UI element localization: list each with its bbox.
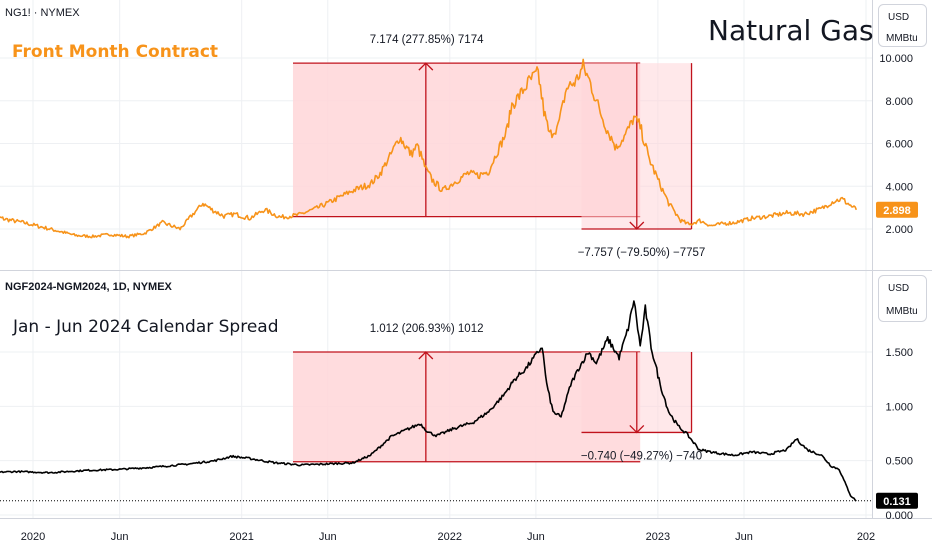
time-tick-label: 202 xyxy=(857,531,875,543)
price-tick-label: 6.000 xyxy=(885,139,913,151)
price-tick-label: 0.000 xyxy=(885,510,913,522)
measure2-arrow-head xyxy=(629,221,645,230)
front-month-price-line xyxy=(0,58,858,239)
unit-measure-bottom: MMBtu xyxy=(886,306,918,317)
bottom-price-axis-labels: 1.500 1.000 0.500 0.000 xyxy=(885,347,913,522)
calendar-spread-line xyxy=(0,300,857,502)
measure2-label: −7.757 (−79.50%) −7757 xyxy=(578,247,706,259)
time-tick-label: 2021 xyxy=(229,531,253,543)
badge-box xyxy=(876,492,918,509)
measure2-arrow-head xyxy=(629,424,645,434)
price-tick-label: 10.000 xyxy=(879,53,913,65)
badge-box xyxy=(876,201,918,218)
badge-value: 0.131 xyxy=(883,496,911,508)
bottom-symbol-label[interactable]: NGF2024-NGM2024, 1D, NYMEX xyxy=(5,281,173,293)
time-tick-label: Jun xyxy=(527,531,545,543)
unit-currency-bottom: USD xyxy=(888,283,909,294)
measure-arrow-head xyxy=(418,62,434,71)
time-tick-label: 2020 xyxy=(21,531,45,543)
measure-label: 7.174 (277.85%) 7174 xyxy=(370,34,484,46)
time-axis-labels: 2020 Jun 2021 Jun 2022 Jun 2023 Jun 202 xyxy=(21,531,875,543)
price-tick-label: 2.000 xyxy=(885,224,913,236)
price-tick-label: 4.000 xyxy=(885,181,913,193)
time-tick-label: Jun xyxy=(111,531,129,543)
time-tick-label: 2023 xyxy=(646,531,670,543)
bottom-measure-tools[interactable]: 1.012 (206.93%) 1012 −0.740 (−49.27%) −74… xyxy=(292,323,702,462)
currency-unit-box-top[interactable]: USD MMBtu xyxy=(878,4,927,47)
top-price-axis-labels: 10.000 8.000 6.000 4.000 2.000 xyxy=(879,53,913,236)
badge-value: 2.898 xyxy=(883,205,911,217)
price-tick-label: 1.000 xyxy=(885,401,913,413)
price-tick-label: 1.500 xyxy=(885,347,913,359)
top-pane-grid xyxy=(0,0,872,270)
chart-title: Natural Gas xyxy=(708,14,874,47)
measure2-label: −0.740 (−49.27%) −740 xyxy=(581,450,702,462)
measure-label: 1.012 (206.93%) 1012 xyxy=(370,323,484,335)
last-price-badge-bottom: 0.131 xyxy=(876,492,918,509)
time-tick-label: 2022 xyxy=(438,531,462,543)
measure-arrow-head xyxy=(418,351,434,360)
top-subtitle: Front Month Contract xyxy=(12,42,218,62)
time-tick-label: Jun xyxy=(319,531,337,543)
bottom-subtitle: Jan - Jun 2024 Calendar Spread xyxy=(12,317,279,337)
last-price-badge-top: 2.898 xyxy=(876,201,918,218)
unit-currency-top: USD xyxy=(888,12,909,23)
top-symbol-label[interactable]: NG1! · NYMEX xyxy=(5,7,80,19)
price-tick-label: 8.000 xyxy=(885,96,913,108)
currency-unit-box-bottom[interactable]: USD MMBtu xyxy=(878,275,927,322)
price-tick-label: 0.500 xyxy=(885,456,913,468)
unit-measure-top: MMBtu xyxy=(886,33,918,44)
top-measure-tools[interactable]: 7.174 (277.85%) 7174 −7.757 (−79.50%) −77… xyxy=(292,34,706,259)
time-tick-label: Jun xyxy=(735,531,753,543)
